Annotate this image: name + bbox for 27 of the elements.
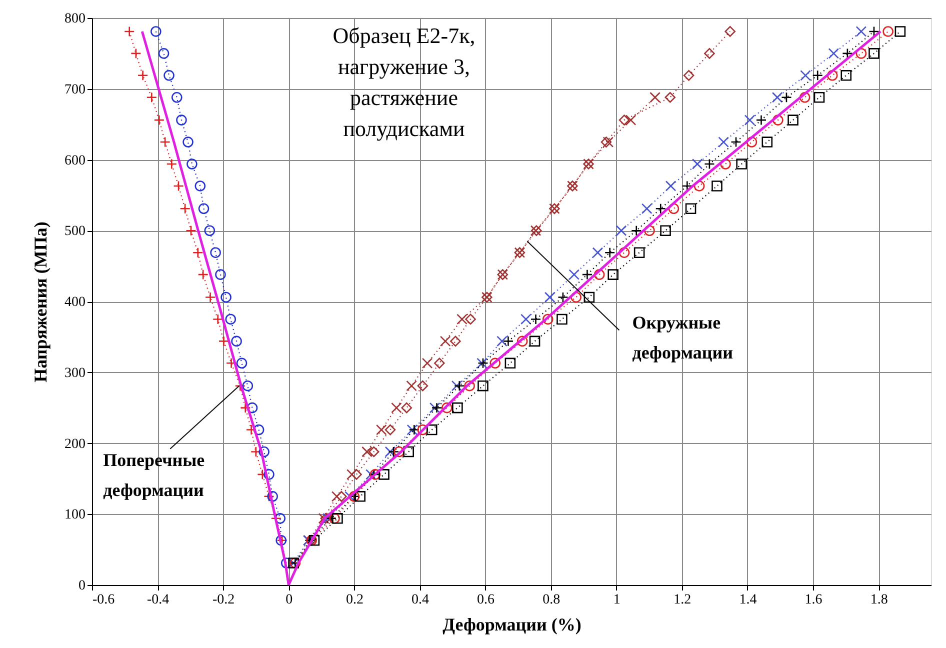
x-tick-label: 1 — [613, 592, 620, 608]
y-tick-label: 700 — [64, 82, 86, 98]
y-tick-label: 500 — [64, 224, 86, 240]
annotation: Поперечные деформации — [103, 450, 205, 500]
x-axis-title: Деформации (%) — [442, 614, 582, 634]
x-tick-label: -0.6 — [92, 592, 115, 608]
y-tick-label: 400 — [64, 295, 86, 310]
x-tick-label: 0.6 — [477, 592, 495, 608]
x-tick-label: 0 — [286, 592, 293, 608]
x-tick-label: 1.4 — [739, 592, 757, 608]
x-tick-label: 1.2 — [674, 592, 692, 608]
y-tick-label: 800 — [64, 12, 86, 26]
text: Образец Е2-7к, нагружение 3, растяжение полудисками — [332, 23, 476, 141]
y-axis-title: Напряжения (МПа) — [30, 222, 50, 382]
x-tick-label: 1.8 — [870, 592, 888, 608]
y-tick-label: 200 — [64, 436, 86, 452]
x-tick-label: 0.8 — [542, 592, 560, 608]
x-tick-label: 1.6 — [804, 592, 822, 608]
y-tick-label: 300 — [64, 366, 86, 381]
y-tick-label: 100 — [64, 508, 86, 523]
annotation: Окружные деформации — [632, 312, 733, 362]
x-tick-label: 0.2 — [346, 592, 364, 608]
x-tick-label: -0.2 — [212, 592, 235, 608]
y-tick-label: 600 — [64, 153, 86, 168]
x-tick-label: -0.4 — [146, 592, 170, 608]
y-tick-label: 0 — [78, 578, 86, 594]
x-tick-label: 0.4 — [411, 592, 429, 608]
